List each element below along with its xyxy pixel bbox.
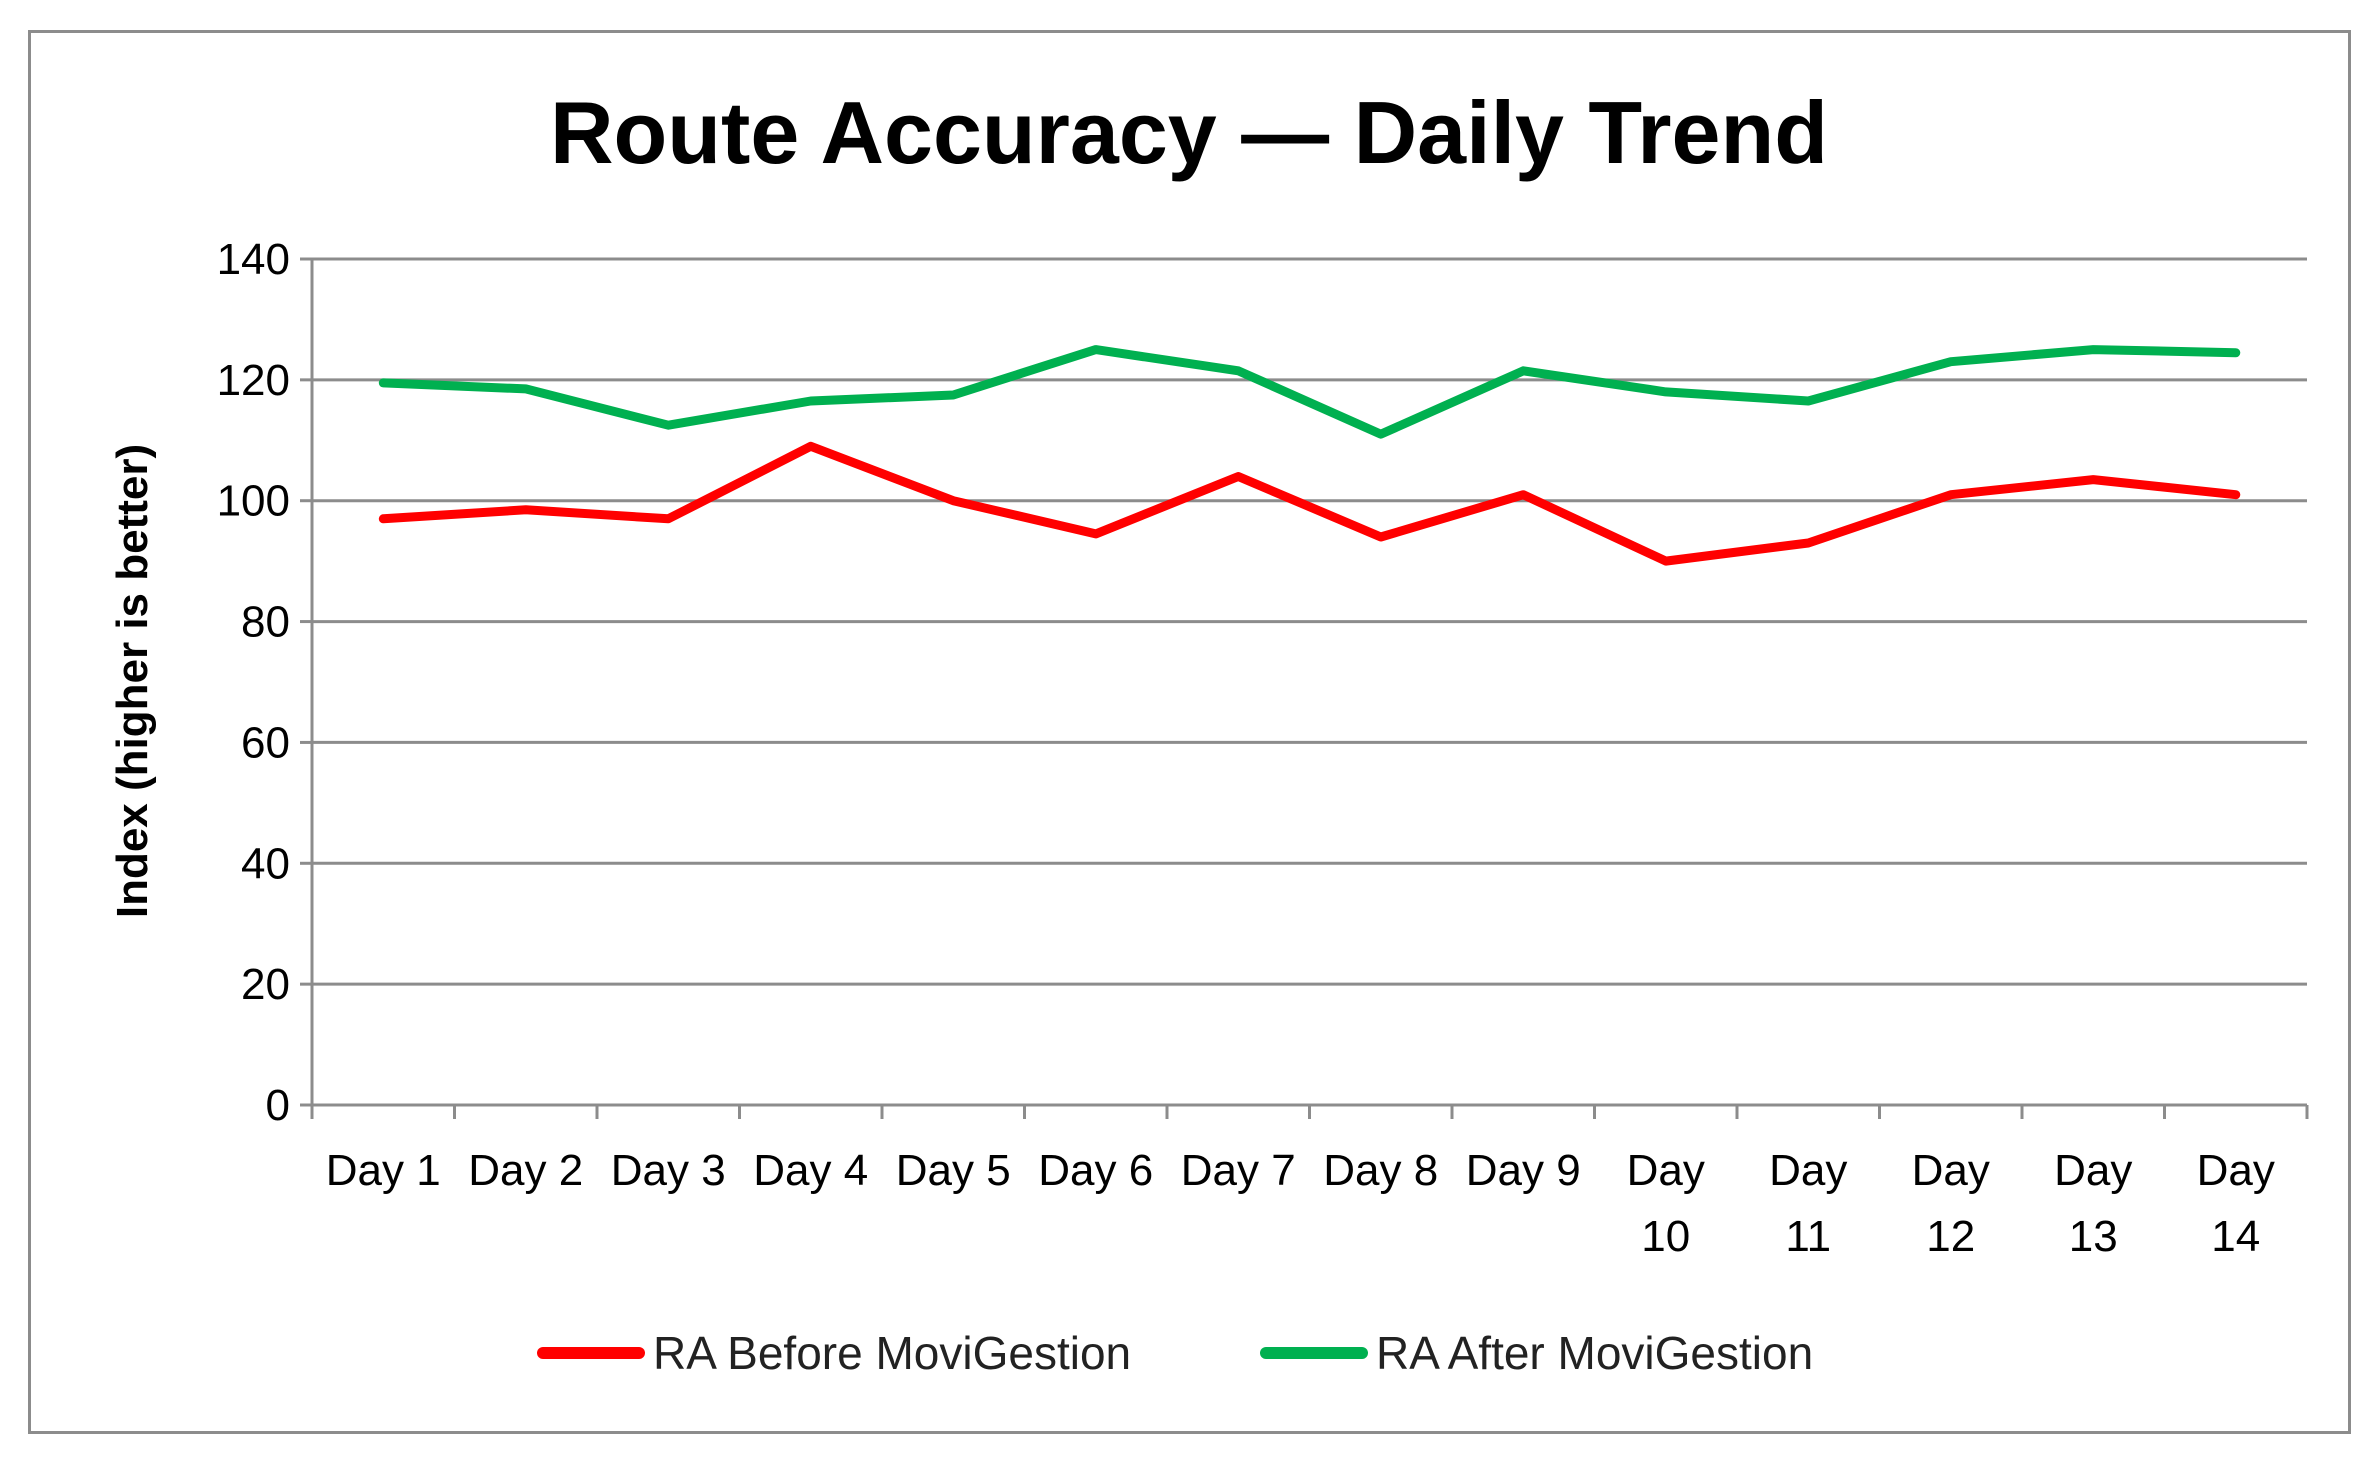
series-line-1 <box>378 441 2241 566</box>
y-tick-label: 60 <box>241 718 290 767</box>
x-tick-label: Day 3 <box>611 1146 726 1195</box>
y-tick-label: 80 <box>241 598 290 647</box>
x-tick-label: Day 1 <box>326 1146 441 1195</box>
legend-label: RA After MoviGestion <box>1376 1327 1813 1379</box>
legend: RA Before MoviGestion RA After MoviGestio… <box>537 1327 1813 1379</box>
y-axis-label: Index (higher is better) <box>108 444 157 918</box>
y-tick-label: 100 <box>217 477 290 526</box>
x-tick-label: Day 9 <box>1466 1146 1581 1195</box>
y-tick-labels: 0 20 40 60 80 100 120 140 <box>217 235 290 1130</box>
x-tick-label: Day 12 <box>1912 1146 1990 1261</box>
y-tick-label: 20 <box>241 960 290 1009</box>
x-tick-label: Day 8 <box>1323 1146 1438 1195</box>
x-tick-label: Day 10 <box>1627 1146 1705 1261</box>
x-tick-label: Day 7 <box>1181 1146 1296 1195</box>
gridlines <box>312 257 2307 986</box>
x-tick-label: Day 14 <box>2197 1146 2275 1261</box>
x-tick-label: Day 11 <box>1769 1146 1847 1261</box>
axes <box>300 257 2309 1119</box>
x-tick-labels: Day 1 Day 2 Day 3 Day 4 Day 5 Day 6 Day 7 Day 8… <box>326 1146 2275 1261</box>
legend-label: RA Before MoviGestion <box>653 1327 1131 1379</box>
chart-frame: Route Accuracy — Daily Trend 0 20 40 60 80 10… <box>28 30 2351 1434</box>
y-tick-label: 40 <box>241 839 290 888</box>
chart-title: Route Accuracy — Daily Trend <box>550 83 1828 182</box>
series-line-2 <box>378 345 2241 439</box>
y-tick-label: 0 <box>266 1081 290 1130</box>
series-lines <box>378 345 2241 566</box>
x-tick-label: Day 2 <box>468 1146 583 1195</box>
x-tick-label: Day 4 <box>753 1146 868 1195</box>
y-tick-label: 120 <box>217 356 290 405</box>
x-tick-label: Day 6 <box>1038 1146 1153 1195</box>
x-tick-label: Day 13 <box>2054 1146 2132 1261</box>
line-chart: Route Accuracy — Daily Trend 0 20 40 60 80 10… <box>108 83 2309 1379</box>
x-tick-label: Day 5 <box>896 1146 1011 1195</box>
y-tick-label: 140 <box>217 235 290 284</box>
